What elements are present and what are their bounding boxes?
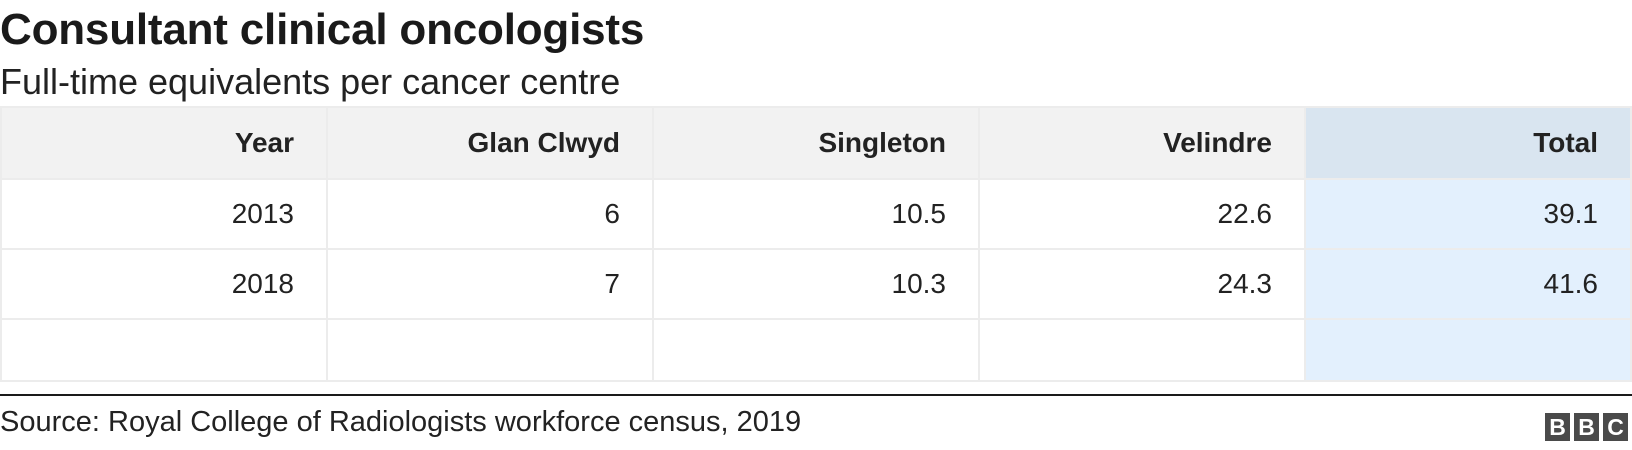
table-cell-year: 2013 [0, 178, 328, 250]
bbc-logo: B B C [1545, 413, 1628, 441]
bbc-logo-letter: B [1574, 413, 1599, 441]
table-cell-velindre: 24.3 [978, 248, 1306, 320]
table-cell-total: 41.6 [1304, 248, 1632, 320]
table-row-empty [0, 318, 1632, 382]
column-header-glan-clwyd: Glan Clwyd [326, 106, 654, 180]
table-cell-singleton: 10.3 [652, 248, 980, 320]
table-cell-year: 2018 [0, 248, 328, 320]
table-cell-empty [652, 318, 980, 382]
table-cell-total: 39.1 [1304, 178, 1632, 250]
bbc-logo-letter: B [1545, 413, 1570, 441]
table-cell-empty [0, 318, 328, 382]
chart-title: Consultant clinical oncologists [0, 5, 645, 54]
data-table: Year Glan Clwyd Singleton Velindre Total… [0, 106, 1632, 382]
source-note: Source: Royal College of Radiologists wo… [0, 406, 802, 438]
column-header-total: Total [1304, 106, 1632, 180]
table-cell-singleton: 10.5 [652, 178, 980, 250]
column-header-singleton: Singleton [652, 106, 980, 180]
table-cell-empty-total [1304, 318, 1632, 382]
chart-subtitle: Full-time equivalents per cancer centre [0, 61, 621, 102]
column-header-year: Year [0, 106, 328, 180]
footer-divider [0, 394, 1632, 396]
table-cell-empty [326, 318, 654, 382]
table-cell-empty [978, 318, 1306, 382]
column-header-velindre: Velindre [978, 106, 1306, 180]
table-cell-velindre: 22.6 [978, 178, 1306, 250]
table-row: 2018 7 10.3 24.3 41.6 [0, 248, 1632, 320]
table-row: 2013 6 10.5 22.6 39.1 [0, 178, 1632, 250]
table-cell-glan-clwyd: 6 [326, 178, 654, 250]
bbc-logo-letter: C [1603, 413, 1628, 441]
table-header-row: Year Glan Clwyd Singleton Velindre Total [0, 106, 1632, 180]
table-cell-glan-clwyd: 7 [326, 248, 654, 320]
